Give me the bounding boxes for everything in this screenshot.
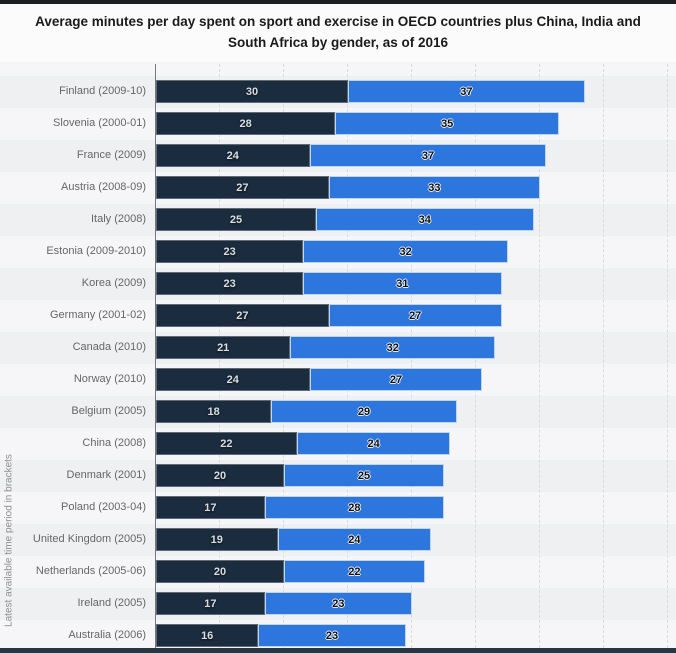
bar-value-label: 21	[217, 341, 230, 354]
category-label: Poland (2003-04)	[60, 501, 146, 513]
bar-segment[interactable]: 32	[290, 336, 496, 359]
gridline-60min	[539, 64, 540, 648]
bar-segment[interactable]: 35	[335, 112, 560, 135]
gridline-70min	[603, 64, 604, 648]
bar-value-label: 28	[239, 117, 252, 130]
bar-segment[interactable]: 31	[303, 272, 502, 295]
category-label: France (2009)	[76, 149, 146, 161]
bar-segment[interactable]: 29	[271, 400, 457, 423]
bar-segment[interactable]: 19	[156, 528, 278, 551]
bar-segment[interactable]: 24	[156, 368, 310, 391]
bar-segment[interactable]: 27	[156, 304, 329, 327]
bar-value-label: 20	[213, 565, 227, 578]
bar-segment[interactable]: 20	[156, 560, 284, 583]
bar-value-label: 32	[399, 245, 412, 258]
bar-value-label: 23	[332, 597, 345, 610]
bar-value-label: 24	[348, 533, 361, 546]
bar-segment[interactable]: 18	[156, 400, 272, 423]
category-label: Belgium (2005)	[71, 405, 146, 417]
bar-segment[interactable]: 25	[284, 464, 444, 487]
bar-segment[interactable]: 28	[156, 112, 336, 135]
bar-segment[interactable]: 28	[264, 496, 444, 519]
bar-value-label: 27	[409, 309, 422, 322]
bar-value-label: 22	[220, 437, 233, 450]
bar-value-label: 35	[441, 117, 454, 130]
bar-segment[interactable]: 34	[316, 208, 534, 231]
category-label: China (2008)	[82, 437, 146, 449]
bar-value-label: 17	[204, 597, 217, 610]
bar-value-label: 18	[207, 405, 220, 418]
bar-segment[interactable]: 23	[156, 272, 304, 295]
bar-value-label: 24	[226, 149, 239, 162]
bar-value-label: 33	[428, 181, 441, 194]
bar-segment[interactable]: 27	[309, 368, 483, 391]
category-label: Finland (2009-10)	[59, 85, 146, 97]
category-label: Estonia (2009-2010)	[46, 245, 146, 257]
bar-segment[interactable]: 32	[303, 240, 508, 263]
bar-value-label: 24	[367, 437, 380, 450]
bar-segment[interactable]: 17	[156, 496, 265, 519]
bar-value-label: 27	[236, 181, 249, 194]
bar-value-label: 32	[386, 341, 399, 354]
bar-value-label: 17	[204, 501, 217, 514]
category-label: Italy (2008)	[90, 213, 146, 225]
category-label: Austria (2008-09)	[61, 181, 146, 193]
bar-value-label: 37	[460, 85, 473, 98]
category-label: Slovenia (2000-01)	[53, 117, 146, 129]
bar-segment[interactable]: 27	[156, 176, 329, 199]
gridline-80min	[667, 64, 668, 648]
bar-value-label: 27	[389, 373, 403, 386]
bar-segment[interactable]: 20	[156, 464, 284, 487]
bar-segment[interactable]: 22	[284, 560, 425, 583]
bar-value-label: 25	[229, 213, 243, 226]
category-label: United Kingdom (2005)	[32, 533, 146, 545]
bar-segment[interactable]: 23	[258, 624, 406, 647]
bar-segment[interactable]: 30	[156, 80, 348, 103]
chart-title: Average minutes per day spent on sport a…	[35, 14, 641, 50]
y-axis-line	[155, 64, 156, 648]
bar-value-label: 37	[421, 149, 435, 162]
bar-value-label: 23	[223, 277, 236, 290]
bar-value-label: 25	[357, 469, 371, 482]
bar-value-label: 23	[325, 629, 339, 642]
y-axis-title: Latest available time period in brackets	[3, 454, 15, 627]
bar-segment[interactable]: 24	[277, 528, 432, 551]
bar-segment[interactable]: 37	[309, 144, 547, 167]
bar-segment[interactable]: 23	[264, 592, 412, 615]
bar-segment[interactable]: 25	[156, 208, 316, 231]
bar-segment[interactable]: 27	[328, 304, 502, 327]
bar-value-label: 29	[357, 405, 371, 418]
bar-value-label: 27	[236, 309, 249, 322]
bottom-border-strip	[0, 648, 676, 653]
bar-segment[interactable]: 16	[156, 624, 259, 647]
bar-segment[interactable]: 33	[328, 176, 540, 199]
category-label: Netherlands (2005-06)	[35, 565, 146, 577]
bar-value-label: 30	[245, 85, 259, 98]
bar-segment[interactable]: 17	[156, 592, 265, 615]
bar-value-label: 20	[213, 469, 227, 482]
category-label: Korea (2009)	[81, 277, 146, 289]
bar-value-label: 19	[210, 533, 223, 546]
category-label: Australia (2006)	[68, 629, 146, 641]
category-label: Canada (2010)	[72, 341, 146, 353]
bar-segment[interactable]: 22	[156, 432, 297, 455]
bar-segment[interactable]: 37	[348, 80, 585, 103]
category-label: Denmark (2001)	[66, 469, 146, 481]
bar-value-label: 31	[396, 277, 409, 290]
bar-value-label: 23	[223, 245, 236, 258]
bar-value-label: 16	[201, 629, 214, 642]
bar-segment[interactable]: 23	[156, 240, 304, 263]
category-label: Germany (2001-02)	[50, 309, 146, 321]
bar-value-label: 22	[348, 565, 361, 578]
bar-segment[interactable]: 21	[156, 336, 291, 359]
top-border-strip	[0, 0, 676, 4]
bar-value-label: 24	[226, 373, 239, 386]
bar-segment[interactable]: 24	[296, 432, 451, 455]
category-label: Ireland (2005)	[77, 597, 147, 609]
bar-value-label: 28	[348, 501, 361, 514]
category-label: Norway (2010)	[73, 373, 146, 385]
bar-segment[interactable]: 24	[156, 144, 310, 167]
bar-value-label: 34	[418, 213, 431, 226]
